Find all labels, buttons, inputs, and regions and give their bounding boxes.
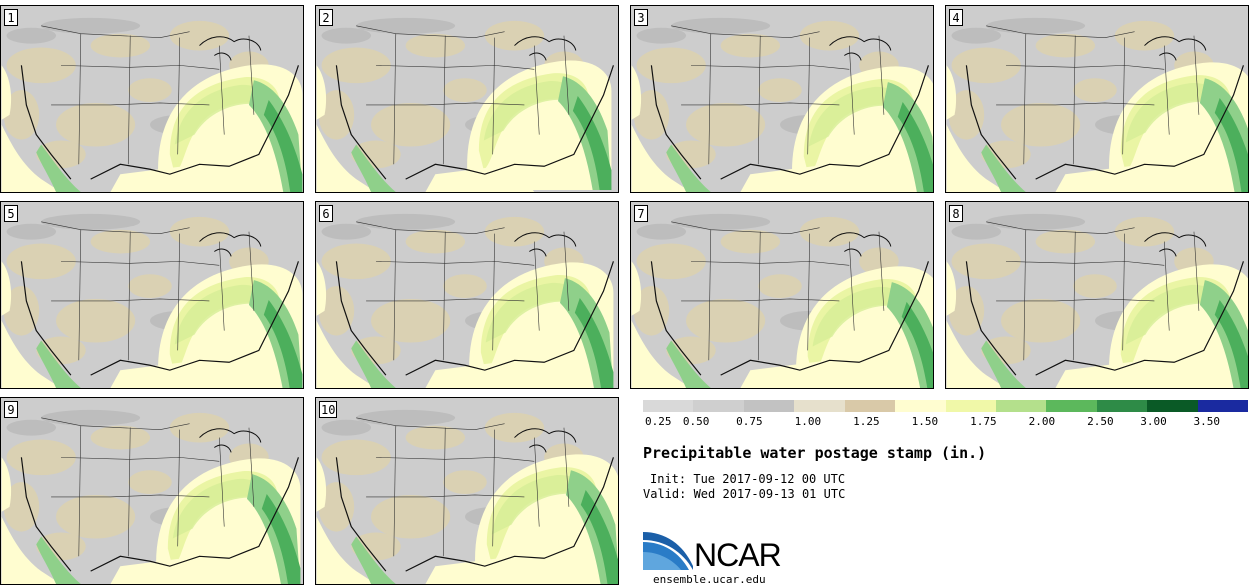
- panel-label-2: 2: [319, 9, 333, 26]
- panel-label-5: 5: [4, 205, 18, 222]
- colorbar-label: 0.50: [682, 415, 710, 428]
- member-panel-6: 6: [315, 201, 619, 389]
- precipitable-water-map-3: [631, 6, 933, 192]
- panel-label-8: 8: [949, 205, 963, 222]
- colorbar-label: 3.00: [1140, 415, 1167, 428]
- panel-label-7: 7: [634, 205, 648, 222]
- colorbar-swatch: [1046, 400, 1097, 412]
- colorbar-label: 1.25: [853, 415, 880, 428]
- precipitable-water-map-8: [946, 202, 1248, 388]
- ncar-logo-icon: [643, 532, 693, 570]
- colorbar-swatch: [794, 400, 845, 412]
- colorbar-label: 3.50: [1193, 415, 1220, 428]
- init-time: Init: Tue 2017-09-12 00 UTC: [650, 472, 846, 486]
- member-panel-7: 7: [630, 201, 934, 389]
- logo-text: NCAR: [694, 537, 782, 573]
- member-panel-3: 3: [630, 5, 934, 193]
- panel-label-6: 6: [319, 205, 333, 222]
- precipitable-water-map-10: [316, 398, 618, 584]
- member-panel-4: 4: [945, 5, 1249, 193]
- precipitable-water-map-6: [316, 202, 618, 388]
- member-panel-8: 8: [945, 201, 1249, 389]
- precipitable-water-map-7: [631, 202, 933, 388]
- panel-label-3: 3: [634, 9, 648, 26]
- member-panel-9: 9: [0, 397, 304, 585]
- colorbar-swatch: [945, 400, 996, 412]
- panel-label-9: 9: [4, 401, 18, 418]
- colorbar-swatch: [844, 400, 896, 412]
- member-panel-2: 2: [315, 5, 619, 193]
- member-panel-1: 1: [0, 5, 304, 193]
- valid-time: Valid: Wed 2017-09-13 01 UTC: [643, 487, 846, 501]
- colorbar-label: 2.50: [1087, 415, 1114, 428]
- colorbar-label: 0.75: [736, 415, 763, 428]
- colorbar-label: 2.00: [1028, 415, 1056, 428]
- member-panel-5: 5: [0, 201, 304, 389]
- colorbar-swatch: [693, 400, 744, 412]
- panel-label-1: 1: [4, 9, 18, 26]
- figure-title: Precipitable water postage stamp (in.): [643, 444, 987, 462]
- colorbar-swatch: [1096, 400, 1148, 412]
- precipitable-water-map-9: [1, 398, 303, 584]
- colorbar-label: 1.50: [911, 415, 939, 428]
- colorbar-swatch: [643, 400, 694, 412]
- member-panel-10: 10: [315, 397, 619, 585]
- precipitable-water-map-1: [1, 6, 303, 192]
- colorbar-swatch: [1197, 400, 1249, 412]
- panel-label-10: 10: [319, 401, 338, 418]
- colorbar-label: 1.75: [970, 415, 997, 428]
- colorbar-swatch: [895, 400, 946, 412]
- colorbar-label: 1.00: [794, 415, 822, 428]
- panel-label-4: 4: [949, 9, 963, 26]
- logo-url: ensemble.ucar.edu: [653, 573, 766, 586]
- colorbar-swatch: [743, 400, 795, 412]
- precipitable-water-map-5: [1, 202, 303, 388]
- precipitable-water-map-4: [946, 6, 1248, 192]
- colorbar-swatch: [995, 400, 1047, 412]
- colorbar-label: 0.25: [645, 415, 672, 428]
- colorbar-swatch: [1147, 400, 1198, 412]
- colorbar: [643, 400, 1249, 412]
- precipitable-water-map-2: [316, 6, 618, 192]
